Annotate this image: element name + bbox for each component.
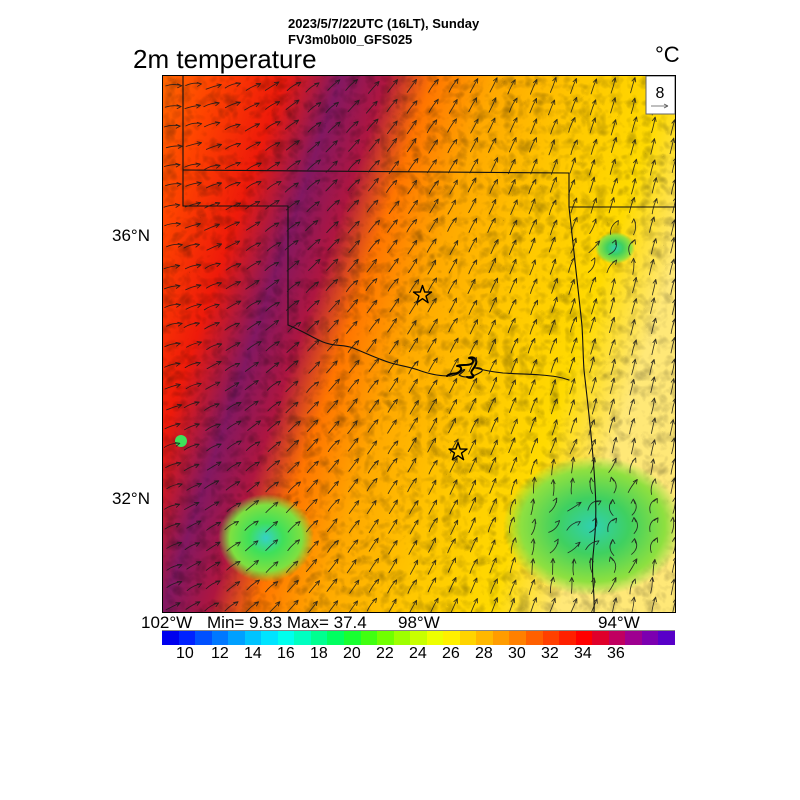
svg-text:8: 8 [656, 85, 665, 102]
